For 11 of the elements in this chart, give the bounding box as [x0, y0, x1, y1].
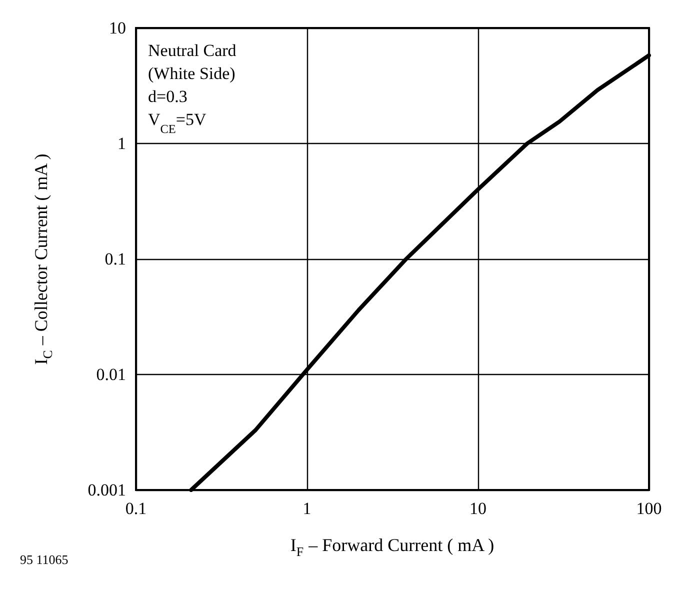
text: 95 11065 [20, 552, 68, 567]
x-tick-label: 0.1 [125, 499, 147, 518]
y-tick-label: 10 [109, 18, 126, 38]
y-axis-title: IC – Collector Current ( mA ) [31, 154, 55, 365]
y-tick-label: 0.01 [96, 365, 126, 384]
y-tick-label: 0.1 [104, 250, 126, 268]
x-tick-label: 1 [302, 499, 312, 518]
y-tick-label: 0.001 [88, 480, 126, 500]
y-tick-label: 1 [118, 134, 126, 153]
x-tick-label: 100 [636, 499, 662, 518]
x-tick-label: 10 [470, 499, 486, 518]
